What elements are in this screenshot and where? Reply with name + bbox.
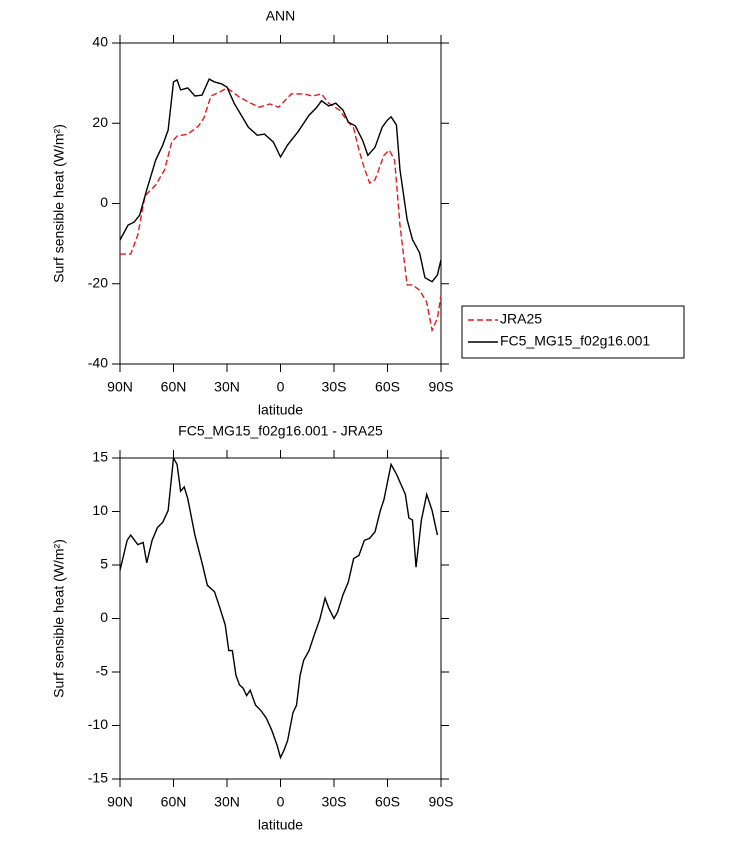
y-tick-label: 0 <box>100 194 108 210</box>
legend-label: FC5_MG15_f02g16.001 <box>500 333 650 349</box>
data-line <box>119 78 442 283</box>
y-axis-label: Surf sensible heat (W/m²) <box>51 539 67 698</box>
x-tick-label: 60S <box>375 794 400 810</box>
y-tick-label: -15 <box>88 770 108 786</box>
y-axis-label: Surf sensible heat (W/m²) <box>51 124 67 283</box>
y-tick-label: 5 <box>100 556 108 572</box>
x-tick-label: 0 <box>277 794 285 810</box>
x-tick-label: 90N <box>107 794 133 810</box>
y-tick-label: -10 <box>88 716 108 732</box>
x-tick-label: 0 <box>277 379 285 395</box>
x-tick-label: 30N <box>214 379 240 395</box>
y-tick-label: 20 <box>92 114 108 130</box>
x-tick-label: 60S <box>375 379 400 395</box>
legend-label: JRA25 <box>500 311 542 327</box>
x-tick-label: 30S <box>322 379 347 395</box>
x-tick-label: 30N <box>214 794 240 810</box>
x-tick-label: 90N <box>107 379 133 395</box>
x-tick-label: 90S <box>429 379 454 395</box>
x-tick-label: 30S <box>322 794 347 810</box>
y-tick-label: -20 <box>88 274 108 290</box>
y-tick-label: 40 <box>92 34 108 50</box>
data-line <box>120 87 442 333</box>
y-tick-label: -40 <box>88 355 108 371</box>
x-tick-label: 60N <box>161 794 187 810</box>
x-axis-label: latitude <box>258 402 303 418</box>
chart-title: FC5_MG15_f02g16.001 - JRA25 <box>178 423 383 439</box>
x-tick-label: 60N <box>161 379 187 395</box>
y-tick-label: -5 <box>96 663 109 679</box>
data-line <box>119 455 439 760</box>
y-tick-label: 0 <box>100 609 108 625</box>
chart-title: ANN <box>266 8 296 24</box>
plot-frame <box>119 42 442 365</box>
y-tick-label: 10 <box>92 502 108 518</box>
legend-box <box>461 305 685 359</box>
x-axis-label: latitude <box>258 817 303 833</box>
x-tick-label: 90S <box>429 794 454 810</box>
y-tick-label: 15 <box>92 449 108 465</box>
